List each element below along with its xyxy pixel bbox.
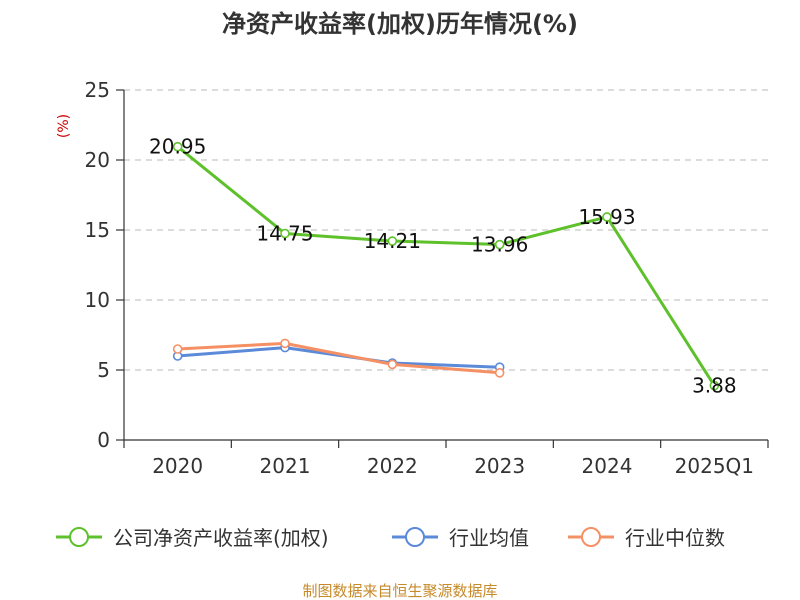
legend-item-1[interactable]: 行业均值 (392, 526, 529, 550)
legend[interactable]: 公司净资产收益率(加权) 行业均值 行业中位数 (56, 526, 725, 550)
x-tick-label-2025Q1: 2025Q1 (675, 454, 754, 478)
series-2 (172, 338, 505, 378)
data-point[interactable] (709, 380, 720, 391)
y-tick-label: 10 (85, 288, 110, 312)
series-line (177, 346, 500, 369)
data-labels: 20.95 14.75 14.21 13.96 15.93 3.88 (149, 135, 737, 398)
legend-item-2[interactable]: 行业中位数 (568, 526, 725, 550)
y-tick-label: 25 (85, 78, 110, 102)
data-point[interactable] (494, 367, 505, 378)
data-point[interactable] (280, 228, 290, 239)
x-tick-label-2020: 2020 (152, 454, 203, 478)
y-tick-label: 0 (97, 428, 110, 452)
legend-marker (581, 527, 601, 547)
data-point[interactable] (602, 212, 612, 222)
data-point[interactable] (172, 141, 183, 152)
series-line (177, 341, 500, 375)
series-group (172, 141, 720, 391)
grid-lines (124, 89, 768, 371)
x-tick-label-2022: 2022 (367, 454, 418, 478)
chart-title: 净资产收益率(加权)历年情况(%) (222, 10, 578, 38)
data-label: 13.96 (471, 233, 528, 257)
data-label: 20.95 (149, 135, 206, 159)
data-label: 3.88 (692, 374, 737, 398)
legend-label: 行业中位数 (625, 526, 725, 550)
legend-label: 公司净资产收益率(加权) (113, 526, 329, 550)
legend-label: 行业均值 (449, 526, 529, 550)
data-point[interactable] (494, 239, 505, 250)
data-label: 14.21 (364, 229, 421, 253)
data-point[interactable] (387, 236, 398, 246)
series-line (176, 145, 716, 387)
data-label: 15.93 (578, 205, 635, 229)
series-0 (172, 141, 720, 391)
axes: 0 5 10 15 20 25 2020 2021 2022 2023 2024 2025Q1 (85, 78, 769, 478)
legend-marker (405, 527, 425, 547)
y-tick-label: 15 (85, 218, 110, 242)
x-tick-label-2024: 2024 (582, 454, 633, 478)
data-point[interactable] (387, 359, 398, 370)
legend-item-0[interactable]: 公司净资产收益率(加权) (56, 526, 329, 550)
data-point[interactable] (280, 338, 290, 349)
y-tick-label: 20 (85, 148, 110, 172)
y-axis-label: (%) (56, 114, 72, 138)
data-point[interactable] (172, 344, 183, 354)
y-tick-label: 5 (97, 358, 110, 382)
legend-marker (69, 527, 89, 547)
x-tick-label-2023: 2023 (474, 454, 525, 478)
data-label: 14.75 (256, 222, 313, 246)
x-tick-label-2021: 2021 (260, 454, 311, 478)
source-note: 制图数据来自恒生聚源数据库 (302, 582, 497, 600)
